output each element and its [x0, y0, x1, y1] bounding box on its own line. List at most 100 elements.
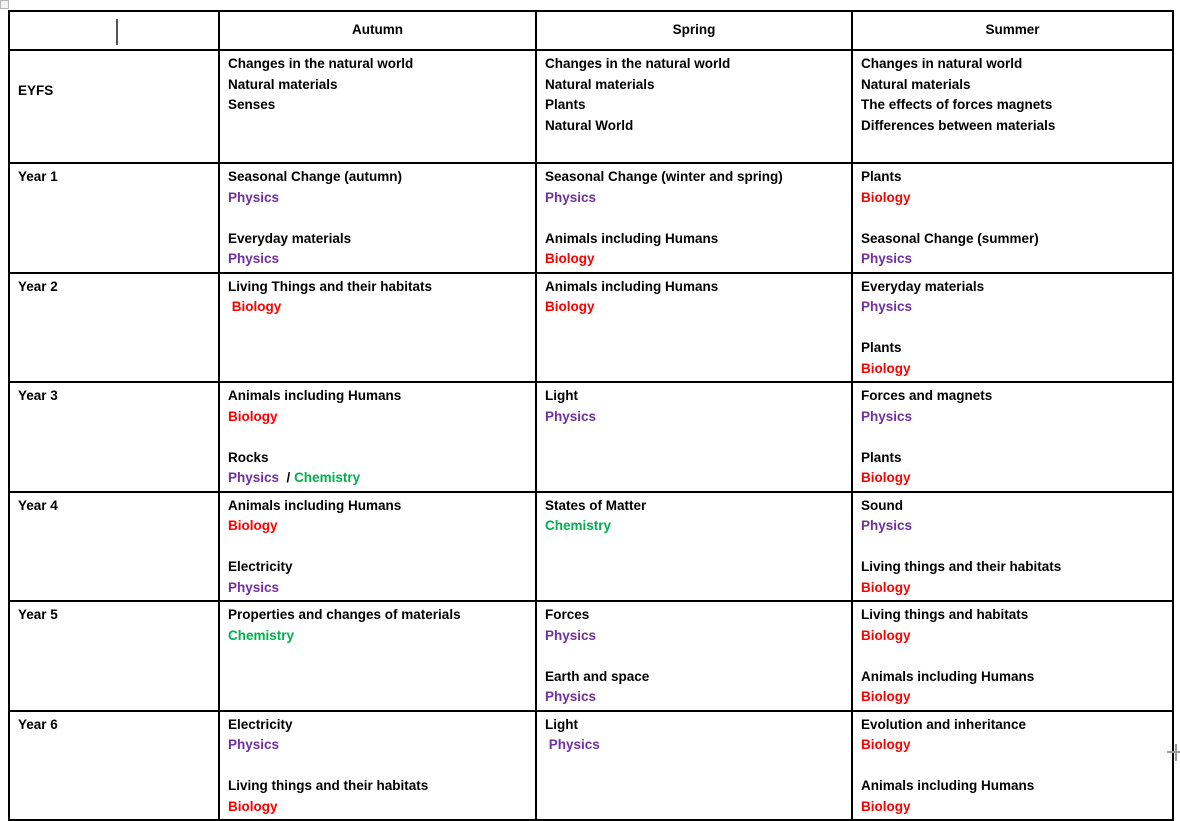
row-label-cell-year-4[interactable]: Year 4 — [8, 490, 220, 602]
topic-text: Changes in natural world — [861, 56, 1023, 71]
cell-year-3-spring[interactable]: Light Physics — [535, 381, 853, 493]
topic-line: Living things and their habitats — [861, 557, 1164, 578]
header-row: Autumn Spring Summer — [8, 10, 1174, 51]
text-cursor-caret — [116, 19, 118, 45]
cell-year-3-autumn[interactable]: Animals including Humans Biology Rocks Phy… — [218, 381, 537, 493]
discipline-label-physics: Physics — [545, 737, 600, 752]
topic-line: Living Things and their habitats — [228, 277, 527, 298]
topic-line: Physics — [861, 407, 1164, 428]
topic-line: Physics — [545, 407, 843, 428]
header-cell-blank[interactable] — [8, 10, 220, 51]
discipline-label-biology: Biology — [861, 470, 911, 485]
discipline-label-biology: Biology — [861, 689, 911, 704]
topic-line: The effects of forces magnets — [861, 95, 1164, 116]
cell-year-2-autumn[interactable]: Living Things and their habitats Biology — [218, 271, 537, 383]
cell-year-5-autumn[interactable]: Properties and changes of materials Chemi… — [218, 600, 537, 712]
topic-text: Natural World — [545, 117, 634, 133]
topic-line: Animals including Humans — [228, 386, 527, 407]
header-cell-spring[interactable]: Spring — [535, 10, 853, 51]
blank-line — [861, 756, 1164, 777]
cell-year-2-summer[interactable]: Everyday materials Physics Plants Biology — [851, 271, 1174, 383]
cell-year-5-spring[interactable]: Forces Physics Earth and space Physics — [535, 600, 853, 712]
topic-line: Electricity — [228, 715, 527, 736]
row-label-cell-year-1[interactable]: Year 1 — [8, 162, 220, 274]
topic-text: Animals including Humans — [545, 230, 719, 246]
cell-year-4-autumn[interactable]: Animals including Humans Biology Electric… — [218, 490, 537, 602]
cell-year-1-summer[interactable]: Plants Biology Seasonal Change (summer) Ph… — [851, 162, 1174, 274]
discipline-label-physics: Physics — [228, 470, 280, 485]
topic-line: Plants — [861, 167, 1164, 188]
row-label-cell-eyfs[interactable]: EYFS — [8, 49, 220, 164]
row-label-text: Year 4 — [18, 497, 58, 513]
topic-line: Biology — [228, 797, 527, 818]
topic-line: Natural materials — [228, 75, 527, 96]
topic-line: Light — [545, 715, 843, 736]
cell-year-1-spring[interactable]: Seasonal Change (winter and spring) Physi… — [535, 162, 853, 274]
header-summer-label: Summer — [985, 22, 1040, 38]
row-label-cell-year-3[interactable]: Year 3 — [8, 381, 220, 493]
row-label-text: Year 5 — [18, 607, 58, 622]
cell-year-5-summer[interactable]: Living things and habitats Biology Animal… — [851, 600, 1174, 712]
topic-text: Living things and their habitats — [228, 778, 429, 793]
row-label-cell-year-5[interactable]: Year 5 — [8, 600, 220, 712]
cell-year-6-summer[interactable]: Evolution and inheritance Biology Animals… — [851, 709, 1174, 821]
cell-year-6-spring[interactable]: Light Physics — [535, 709, 853, 821]
discipline-label-biology: Biology — [861, 737, 911, 752]
header-cell-summer[interactable]: Summer — [851, 10, 1174, 51]
topic-line: Chemistry — [228, 626, 527, 647]
table-resize-handle[interactable] — [1167, 751, 1180, 753]
blank-line — [228, 427, 527, 448]
cell-year-3-summer[interactable]: Forces and magnets Physics Plants Biology — [851, 381, 1174, 493]
topic-line: Physics — [228, 249, 527, 270]
topic-line: Animals including Humans — [228, 496, 527, 517]
topic-line: Differences between materials — [861, 116, 1164, 137]
topic-line: Senses — [228, 95, 527, 116]
table-resize-handle[interactable] — [1175, 744, 1177, 761]
blank-line — [545, 208, 843, 229]
topic-text: Seasonal Change (winter and spring) — [545, 169, 783, 184]
cell-eyfs-spring[interactable]: Changes in the natural world Natural mate… — [535, 49, 853, 164]
page-top-left-handle[interactable] — [0, 0, 9, 9]
topic-line: Forces and magnets — [861, 386, 1164, 407]
topic-text: Natural materials — [861, 76, 971, 92]
topic-line: Physics — [228, 578, 527, 599]
topic-text: Rocks — [228, 449, 269, 465]
discipline-label-physics: Physics — [861, 518, 913, 533]
cell-eyfs-summer[interactable]: Changes in natural world Natural material… — [851, 49, 1174, 164]
discipline-label-biology: Biology — [228, 299, 282, 314]
topic-text: Sound — [861, 497, 903, 513]
cell-year-2-spring[interactable]: Animals including Humans Biology — [535, 271, 853, 383]
topic-line: Physics — [228, 188, 527, 209]
header-spring-label: Spring — [672, 22, 716, 38]
table-row-year-3: Year 3 Animals including Humans Biology Ro… — [8, 381, 1174, 493]
row-label-cell-year-2[interactable]: Year 2 — [8, 271, 220, 383]
topic-line: Chemistry — [545, 516, 843, 537]
cell-eyfs-autumn[interactable]: Changes in the natural world Natural mate… — [218, 49, 537, 164]
topic-line: Plants — [545, 95, 843, 116]
row-label-cell-year-6[interactable]: Year 6 — [8, 709, 220, 821]
topic-line: Biology — [861, 468, 1164, 489]
cell-year-4-summer[interactable]: Sound Physics Living things and their hab… — [851, 490, 1174, 602]
topic-line: Physics — [228, 735, 527, 756]
header-autumn-label: Autumn — [352, 22, 403, 38]
topic-text: The effects of forces magnets — [861, 97, 1053, 112]
topic-line: Physics — [545, 188, 843, 209]
header-cell-autumn[interactable]: Autumn — [218, 10, 537, 51]
discipline-label-physics: Physics — [228, 251, 280, 266]
topic-text: Changes in the natural world — [228, 56, 414, 71]
curriculum-table-body: Autumn Spring Summer EYFS Changes in the … — [8, 10, 1174, 821]
cell-year-4-spring[interactable]: States of Matter Chemistry — [535, 490, 853, 602]
topic-text: Everyday materials — [228, 230, 352, 246]
topic-text: Plants — [545, 97, 586, 112]
cell-year-1-autumn[interactable]: Seasonal Change (autumn) Physics Everyday… — [218, 162, 537, 274]
topic-line: Changes in the natural world — [545, 54, 843, 75]
row-label-text: Year 1 — [18, 169, 58, 184]
discipline-label-biology: Biology — [861, 360, 911, 376]
cell-year-6-autumn[interactable]: Electricity Physics Living things and the… — [218, 709, 537, 821]
topic-line: Rocks — [228, 448, 527, 469]
topic-line: Physics — [545, 687, 843, 708]
topic-line: Biology — [861, 188, 1164, 209]
discipline-label-chemistry: Chemistry — [294, 470, 361, 485]
topic-line: Earth and space — [545, 667, 843, 688]
topic-line: Biology — [861, 735, 1164, 756]
